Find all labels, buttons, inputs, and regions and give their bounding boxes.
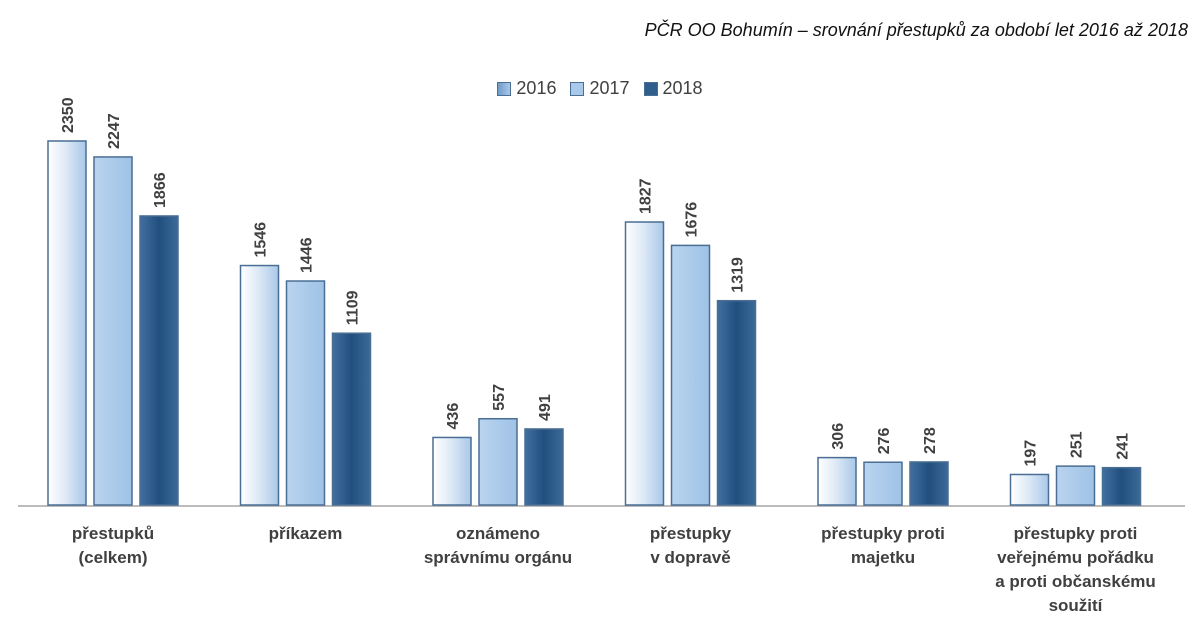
data-label-2018-5: 241 (1115, 433, 1132, 460)
legend-item-2017: 2017 (570, 78, 630, 99)
data-label-2017-1: 1446 (299, 237, 316, 273)
legend-label-2018: 2018 (662, 78, 703, 98)
category-label-2: oznámeno správnímu orgánu (423, 524, 573, 567)
data-label-2016-2: 436 (445, 403, 462, 430)
data-label-2017-5: 251 (1069, 431, 1086, 458)
data-label-2017-2: 557 (491, 384, 508, 411)
category-label-3: přestupky v dopravě (649, 524, 732, 567)
data-label-2018-2: 491 (537, 394, 554, 421)
bar-2017-2 (478, 417, 518, 506)
category-label-0: přestupků (celkem) (71, 524, 155, 567)
data-label-2016-1: 1546 (253, 222, 270, 258)
data-label-2016-3: 1827 (638, 178, 655, 214)
data-label-2017-4: 276 (876, 427, 893, 454)
legend-label-2017: 2017 (589, 78, 630, 98)
bar-2016-1 (239, 264, 280, 506)
chart-title: PČR OO Bohumín – srovnání přestupků za o… (644, 20, 1188, 40)
bar-2017-0 (93, 156, 133, 506)
legend-swatch-2017 (570, 81, 585, 96)
data-label-2016-5: 197 (1023, 440, 1040, 467)
bar-2016-3 (624, 221, 665, 506)
legend-item-2016: 2016 (497, 78, 556, 99)
legend: 2016 2017 2018 (0, 78, 1200, 99)
category-label-5: přestupky proti veřejnému pořádku a prot… (995, 524, 1156, 615)
data-label-2018-0: 1866 (152, 172, 169, 208)
legend-label-2016: 2016 (516, 78, 557, 98)
data-label-2018-1: 1109 (345, 290, 362, 325)
bar-2018-5 (1101, 466, 1142, 506)
bar-2016-0 (47, 140, 87, 506)
bar-2017-3 (670, 244, 711, 506)
data-label-2017-0: 2247 (106, 113, 123, 149)
data-label-2016-0: 2350 (60, 97, 77, 133)
legend-swatch-2016 (497, 81, 512, 96)
legend-swatch-2018 (643, 81, 658, 96)
data-label-2017-3: 1676 (684, 202, 701, 238)
data-label-2018-4: 278 (922, 427, 939, 454)
bar-2018-0 (139, 215, 179, 506)
bar-2017-4 (863, 461, 903, 506)
bar-2016-2 (432, 436, 472, 506)
data-label-2016-4: 306 (830, 423, 847, 450)
bar-2018-1 (331, 332, 372, 506)
category-label-1: příkazem (268, 524, 343, 543)
bar-2018-4 (909, 461, 949, 506)
bar-2016-4 (817, 456, 857, 506)
bar-2018-2 (524, 428, 564, 506)
bar-2017-5 (1055, 465, 1096, 506)
category-label-4: přestupky proti majetku (821, 524, 945, 567)
bar-2017-1 (285, 280, 326, 506)
bar-2016-5 (1009, 473, 1050, 506)
legend-item-2018: 2018 (643, 78, 703, 99)
bar-2018-3 (716, 299, 757, 506)
data-label-2018-3: 1319 (730, 257, 747, 293)
